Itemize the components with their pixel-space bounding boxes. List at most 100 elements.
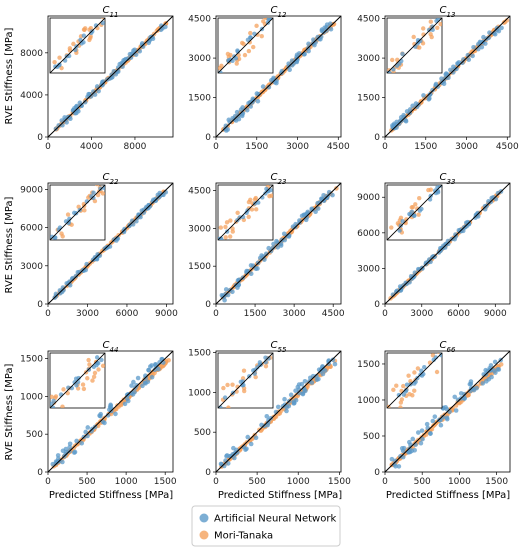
point-ann	[84, 261, 89, 267]
point-ann	[458, 391, 464, 396]
inset-point-ann	[404, 382, 410, 387]
point-ann	[143, 381, 148, 386]
point-ann	[424, 421, 430, 427]
inset-point-mori-tanaka	[428, 19, 434, 24]
point-ann	[248, 441, 254, 447]
inset-point-ann	[421, 371, 426, 377]
inset-point-mori-tanaka	[228, 218, 233, 223]
point-ann	[302, 378, 308, 384]
point-ann	[146, 367, 151, 373]
inset-point-ann	[72, 380, 77, 385]
inset-identity-line	[50, 353, 105, 408]
inset-point-mori-tanaka	[223, 224, 228, 230]
point-ann	[284, 233, 290, 239]
x-tick-label: 1000	[448, 477, 471, 487]
inset-point-mori-tanaka	[61, 387, 66, 392]
point-ann	[232, 455, 237, 461]
inset-point-mori-tanaka	[412, 370, 417, 375]
y-tick-label: 500	[363, 432, 380, 442]
inset-point-mori-tanaka	[230, 229, 235, 234]
inset-point-mori-tanaka	[416, 212, 421, 217]
point-ann	[234, 109, 240, 115]
point-ann	[306, 41, 311, 47]
inset	[49, 17, 106, 74]
point-ann	[294, 52, 300, 58]
inset-point-mori-tanaka	[253, 374, 258, 380]
inset-point-mori-tanaka	[252, 197, 258, 202]
point-ann	[410, 103, 415, 109]
inset-point-mori-tanaka	[248, 30, 253, 36]
point-ann	[316, 376, 321, 382]
point-ann	[240, 105, 245, 110]
point-ann	[149, 374, 155, 380]
point-ann	[134, 383, 139, 388]
point-ann	[486, 377, 492, 382]
inset-point-ann	[398, 223, 403, 228]
identity-line	[216, 351, 341, 472]
point-ann	[418, 440, 424, 446]
point-ann	[250, 98, 255, 104]
x-tick-label: 0	[213, 477, 219, 487]
inset-point-mori-tanaka	[82, 208, 87, 213]
point-ann	[300, 391, 306, 397]
inset-point-mori-tanaka	[428, 31, 433, 37]
point-ann	[313, 209, 318, 215]
x-tick-label: 0	[213, 309, 219, 319]
inset	[49, 352, 106, 409]
inset-point-mori-tanaka	[417, 195, 422, 201]
point-ann	[414, 104, 420, 110]
inset-point-mori-tanaka	[90, 378, 95, 383]
point-ann	[74, 103, 80, 109]
point-ann	[222, 297, 227, 303]
point-ann	[74, 438, 79, 444]
identity-line	[385, 183, 510, 304]
inset-point-mori-tanaka	[60, 404, 65, 408]
inset-point-mori-tanaka	[251, 44, 256, 50]
inset-point-mori-tanaka	[390, 57, 395, 63]
inset-point-ann	[99, 357, 104, 363]
y-tick-label: 9000	[357, 193, 380, 203]
inset-point-ann	[435, 190, 441, 195]
inset-point-mori-tanaka	[427, 360, 433, 365]
point-ann	[406, 450, 411, 455]
point-ann	[244, 107, 250, 113]
inset-point-mori-tanaka	[254, 23, 259, 29]
y-tick-label: 3000	[357, 264, 380, 274]
point-ann	[393, 289, 399, 295]
point-ann	[128, 55, 134, 60]
point-ann	[487, 365, 492, 371]
inset-point-mori-tanaka	[219, 63, 224, 69]
inset-point-ann	[266, 356, 271, 361]
point-ann	[495, 367, 501, 372]
inset-point-ann	[400, 219, 405, 224]
x-tick-label: 1500	[414, 142, 437, 152]
x-axis-label-col-2: Predicted Stiffness [MPa]	[218, 490, 342, 501]
inset-point-ann	[98, 186, 103, 191]
point-ann	[286, 403, 292, 409]
inset-point-mori-tanaka	[401, 383, 406, 389]
x-tick-label: 4500	[327, 142, 350, 152]
inset-point-mori-tanaka	[248, 197, 253, 203]
inset-identity-line	[218, 185, 273, 240]
y-tick-label: 0	[37, 300, 43, 310]
inset-point-mori-tanaka	[241, 368, 247, 373]
inset-point-mori-tanaka	[394, 383, 399, 388]
point-ann	[415, 430, 421, 435]
inset-point-mori-tanaka	[428, 187, 434, 192]
point-ann	[139, 208, 145, 214]
point-ann	[113, 411, 118, 417]
legend: Artificial Neural Network Mori-Tanaka	[191, 505, 341, 547]
x-tick-label: 3000	[76, 309, 99, 319]
point-ann	[131, 379, 136, 385]
point-ann	[57, 290, 63, 296]
point-ann	[77, 269, 82, 275]
point-ann	[225, 127, 231, 132]
point-ann	[409, 448, 415, 454]
y-axis-label-row-3: RVE Stiffness [MPa]	[4, 363, 15, 460]
inset-identity-line	[50, 185, 105, 240]
y-axis-label-row-1: RVE Stiffness [MPa]	[4, 27, 15, 124]
